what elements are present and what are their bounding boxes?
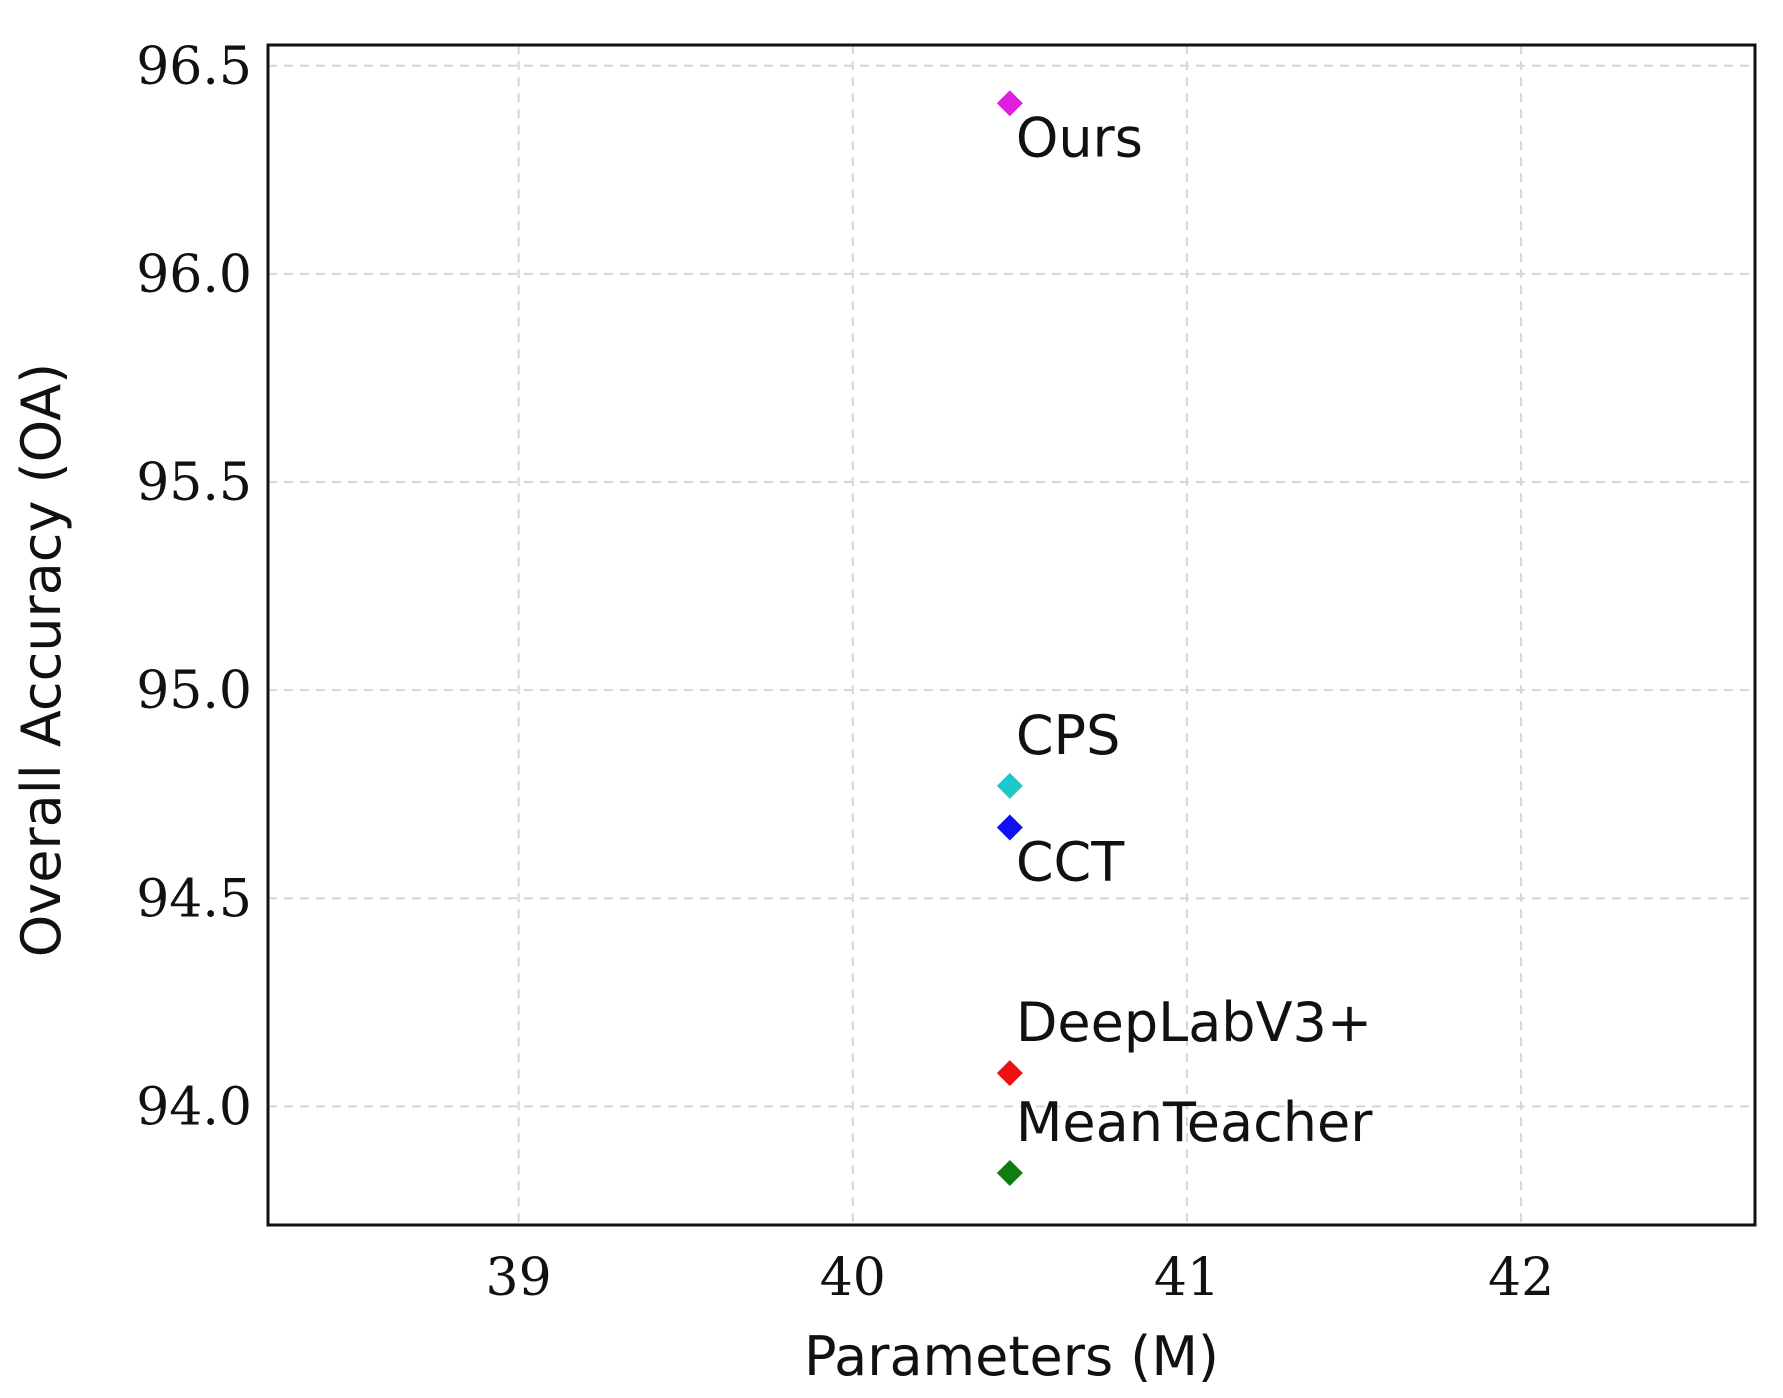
grid (268, 45, 1755, 1225)
point-ours (996, 90, 1023, 117)
x-tick-label: 41 (1154, 1248, 1220, 1308)
point-label-cct: CCT (1016, 831, 1125, 894)
point-cps (996, 772, 1023, 799)
point-deeplabv3 (996, 1060, 1023, 1087)
point-label-ours: Ours (1016, 106, 1143, 169)
y-tick-label: 94.5 (136, 869, 252, 929)
point-meanteacher (996, 1159, 1023, 1186)
y-axis-ticks: 94.0 94.5 95.0 95.5 96.0 96.5 (136, 37, 252, 1138)
data-points (996, 90, 1023, 1186)
y-tick-label: 96.0 (136, 245, 252, 305)
x-axis-ticks: 39 40 41 42 (486, 1248, 1555, 1308)
x-tick-label: 40 (820, 1248, 886, 1308)
y-tick-label: 94.0 (136, 1077, 252, 1137)
point-label-cps: CPS (1016, 704, 1121, 767)
x-tick-label: 39 (486, 1248, 552, 1308)
y-axis-label: Overall Accuracy (OA) (10, 363, 73, 957)
point-labels: Ours CPS CCT DeepLabV3+ MeanTeacher (1016, 106, 1373, 1154)
plot-area-frame (266, 43, 1757, 1227)
y-tick-label: 95.5 (136, 453, 252, 513)
point-cct (996, 814, 1023, 841)
y-tick-label: 96.5 (136, 37, 252, 97)
point-label-deeplabv3: DeepLabV3+ (1016, 991, 1372, 1054)
x-tick-label: 42 (1488, 1248, 1554, 1308)
x-axis-label: Parameters (M) (804, 1325, 1219, 1388)
y-tick-label: 95.0 (136, 661, 252, 721)
point-label-meanteacher: MeanTeacher (1016, 1091, 1373, 1154)
